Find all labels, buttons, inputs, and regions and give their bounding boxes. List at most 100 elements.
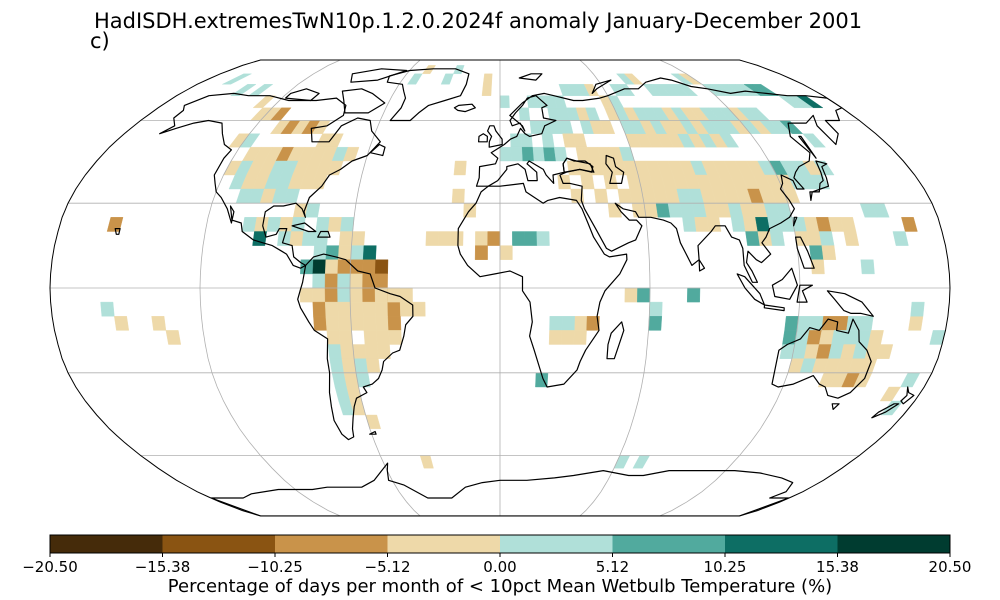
grid-cell: [580, 174, 595, 190]
grid-cell: [252, 231, 267, 246]
grid-cell: [561, 330, 575, 345]
grid-cell: [324, 273, 338, 289]
coastline-philippines: [795, 236, 815, 269]
colorbar-tick-label: 20.50: [928, 558, 972, 576]
grid-cell: [474, 245, 488, 260]
grid-cell: [518, 107, 531, 121]
grid-cell: [541, 133, 555, 148]
grid-cell: [338, 231, 353, 246]
coastline-japan: [809, 160, 830, 201]
grid-cell: [860, 259, 875, 275]
colorbar-tick-label: −10.25: [247, 558, 303, 576]
coastline-black-sea: [562, 157, 595, 173]
grid-cell: [362, 245, 377, 260]
colorbar-segment: [612, 535, 726, 553]
colorbar-tick-label: 0.00: [483, 558, 517, 576]
coastlines: [114, 68, 915, 516]
grid-cell: [329, 358, 345, 373]
grid-cell: [363, 330, 378, 345]
grid-cell: [229, 84, 257, 96]
grid-cell: [594, 188, 609, 204]
grid-cell: [561, 316, 575, 331]
grid-cell: [374, 259, 389, 275]
grid-cell: [362, 259, 376, 275]
grid-cell: [375, 316, 389, 331]
meridian-line: [349, 60, 421, 516]
grid-cell: [901, 217, 918, 232]
meridian-line: [579, 60, 651, 516]
grid-cell: [351, 231, 366, 246]
coastline-caspian-sea: [605, 154, 625, 184]
grid-cell: [900, 372, 921, 388]
coastline-new-zealand-south: [871, 403, 900, 419]
coastline-eurasia: [475, 77, 843, 283]
grid-cell: [338, 330, 353, 345]
grid-cell: [341, 358, 357, 373]
grid-cell: [387, 316, 402, 331]
grid-cell: [312, 287, 326, 303]
grid-cell: [649, 301, 663, 317]
grid-cell: [165, 330, 182, 345]
grid-cell: [340, 344, 355, 359]
grid-cell: [340, 217, 355, 232]
grid-cell: [450, 231, 464, 246]
grid-cell: [451, 188, 465, 204]
colorbar-segment: [50, 535, 163, 553]
grid-cell: [510, 146, 523, 162]
grid-cell: [349, 301, 364, 317]
grid-cell: [487, 231, 501, 246]
globe-outline: [49, 59, 951, 517]
grid-cell: [499, 146, 512, 162]
colorbar-tick-label: 5.12: [595, 558, 630, 576]
grid-cell: [365, 358, 381, 373]
grid-cell: [910, 301, 925, 317]
grid-cell: [362, 301, 376, 317]
grid-cell: [313, 245, 328, 260]
grid-cell: [524, 231, 538, 246]
coastline-iceland: [453, 103, 476, 113]
coastline-africa: [457, 182, 628, 388]
grid-cell: [407, 73, 423, 85]
grid-cell: [637, 287, 651, 303]
grid-cell: [694, 217, 709, 232]
grid-cell: [632, 455, 651, 469]
grid-cell: [548, 330, 563, 345]
grid-cell: [440, 73, 454, 85]
grid-cell: [521, 146, 534, 162]
grid-cell: [549, 316, 563, 331]
coastline-sulawesi: [796, 284, 813, 303]
grid-cell: [374, 301, 389, 317]
grid-cell: [453, 160, 467, 176]
coastline-svalbard: [518, 73, 543, 81]
colorbar-tick-label: 10.25: [703, 558, 747, 576]
grid-cell: [324, 259, 339, 275]
coastline-ellesmere: [350, 68, 408, 83]
grid-cell: [751, 84, 780, 96]
grid-cell: [858, 316, 874, 331]
grid-cell: [929, 330, 946, 345]
grid-cell: [100, 301, 115, 317]
grid-cell: [686, 287, 701, 303]
grid-cell: [512, 231, 526, 246]
coastline-java: [763, 304, 785, 312]
grid-cell: [222, 73, 252, 85]
grid-cell: [643, 202, 659, 218]
grid-cell: [908, 316, 924, 331]
map-title: HadISDH.extremesTwN10p.1.2.0.2024f anoma…: [94, 9, 863, 33]
colorbar-label: Percentage of days per month of < 10pct …: [167, 576, 833, 597]
grid-cell: [813, 160, 835, 176]
coastline-south-america: [297, 253, 414, 441]
colorbar-tick-label: −15.38: [134, 558, 191, 576]
grid-cell: [114, 316, 130, 331]
grid-cell: [730, 217, 746, 232]
coastline-novaya-zemlya: [591, 79, 612, 94]
grid-cell: [648, 316, 663, 331]
grid-cell: [623, 73, 644, 85]
grid-cell: [305, 202, 321, 218]
grid-cell: [327, 344, 343, 359]
grid-cell: [376, 330, 390, 345]
grid-cell: [802, 133, 826, 148]
grid-cell: [843, 231, 860, 246]
